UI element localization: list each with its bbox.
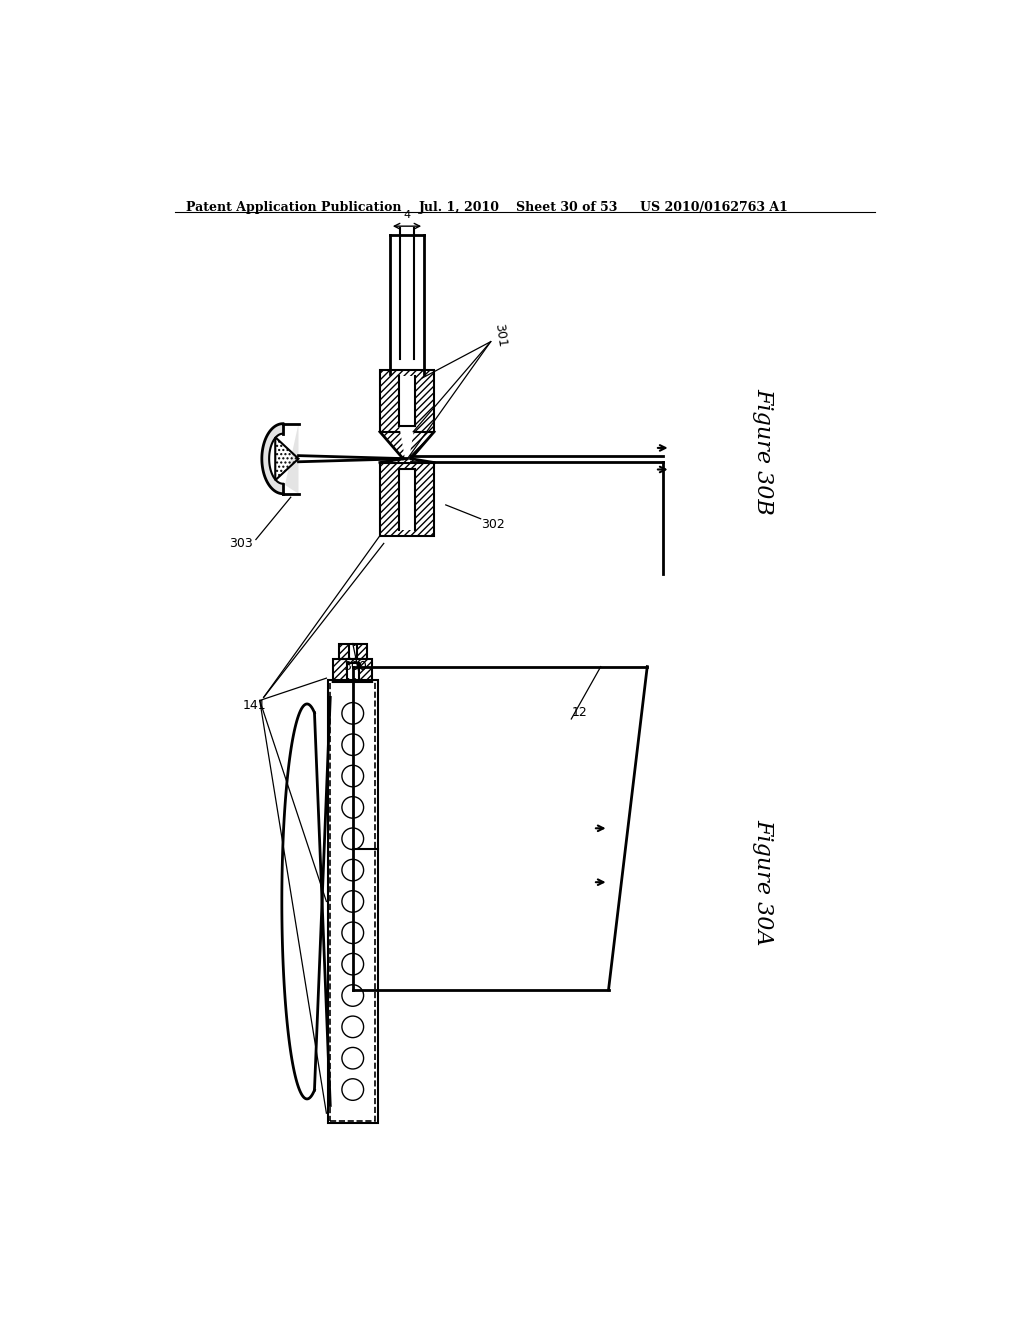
- Bar: [339, 644, 367, 659]
- Bar: [339, 644, 367, 659]
- Bar: [399, 469, 415, 529]
- Polygon shape: [262, 424, 299, 494]
- Bar: [380, 462, 434, 536]
- Bar: [331, 682, 375, 1121]
- Text: 303: 303: [228, 537, 253, 550]
- Bar: [334, 659, 372, 682]
- Bar: [380, 370, 434, 432]
- Text: 12: 12: [571, 706, 587, 719]
- Text: 4: 4: [403, 210, 411, 220]
- Text: Figure 30B: Figure 30B: [753, 388, 774, 515]
- Text: 141: 141: [243, 698, 266, 711]
- Bar: [349, 645, 356, 656]
- Text: Sheet 30 of 53: Sheet 30 of 53: [515, 201, 616, 214]
- Polygon shape: [399, 425, 415, 457]
- Text: Figure 30A: Figure 30A: [753, 818, 774, 945]
- Bar: [380, 462, 434, 536]
- Text: Patent Application Publication: Patent Application Publication: [186, 201, 401, 214]
- Bar: [380, 370, 434, 432]
- Bar: [328, 680, 378, 1123]
- Bar: [399, 376, 415, 425]
- Bar: [334, 659, 372, 682]
- Text: Jul. 1, 2010: Jul. 1, 2010: [419, 201, 500, 214]
- Text: 302: 302: [480, 517, 505, 531]
- Text: 300: 300: [343, 660, 368, 673]
- Bar: [346, 663, 359, 678]
- Text: US 2010/0162763 A1: US 2010/0162763 A1: [640, 201, 787, 214]
- Text: 301: 301: [493, 323, 509, 348]
